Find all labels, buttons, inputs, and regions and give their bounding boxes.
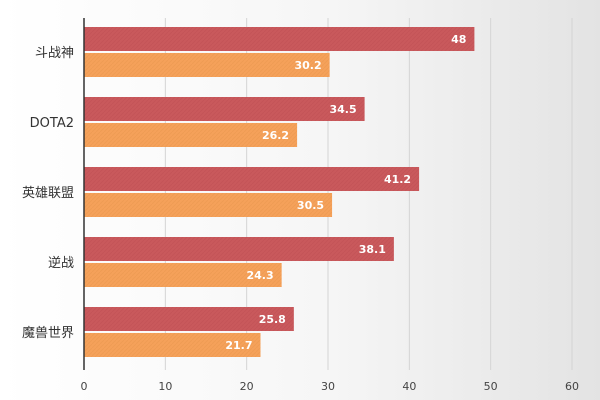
x-tick-label: 0 <box>81 380 88 393</box>
data-label: 34.5 <box>329 103 356 116</box>
data-label: 26.2 <box>262 129 289 142</box>
category-label: 英雄联盟 <box>22 186 74 201</box>
data-label: 30.2 <box>294 59 321 72</box>
x-tick-label: 50 <box>484 380 498 393</box>
bar-series2-0 <box>84 53 330 77</box>
bar-series1-3 <box>84 237 394 261</box>
data-label: 21.7 <box>225 339 252 352</box>
x-tick-label: 10 <box>158 380 172 393</box>
category-label: 魔兽世界 <box>22 326 74 341</box>
bar-series1-0 <box>84 27 475 51</box>
data-label: 48 <box>451 33 466 46</box>
labels: 0 10 20 30 40 50 60 48 30.2 斗战神 34.5 26.2 DOTA2 41.2 3… <box>22 33 579 393</box>
bars <box>84 27 475 357</box>
data-label: 24.3 <box>246 269 273 282</box>
x-tick-label: 20 <box>240 380 254 393</box>
x-tick-label: 60 <box>565 380 579 393</box>
x-tick-label: 30 <box>321 380 335 393</box>
category-label: DOTA2 <box>30 116 74 131</box>
data-label: 38.1 <box>359 243 386 256</box>
data-label: 25.8 <box>259 313 286 326</box>
category-label: 斗战神 <box>35 46 74 61</box>
bar-series2-3 <box>84 263 282 287</box>
data-label: 30.5 <box>297 199 324 212</box>
bar-series1-2 <box>84 167 420 191</box>
bar-series2-4 <box>84 333 261 357</box>
bar-series2-2 <box>84 193 333 217</box>
bar-series2-1 <box>84 123 298 147</box>
bar-series1-4 <box>84 307 294 331</box>
data-label: 41.2 <box>384 173 411 186</box>
category-label: 逆战 <box>48 255 74 271</box>
bar-series1-1 <box>84 97 365 121</box>
x-tick-label: 40 <box>402 380 416 393</box>
